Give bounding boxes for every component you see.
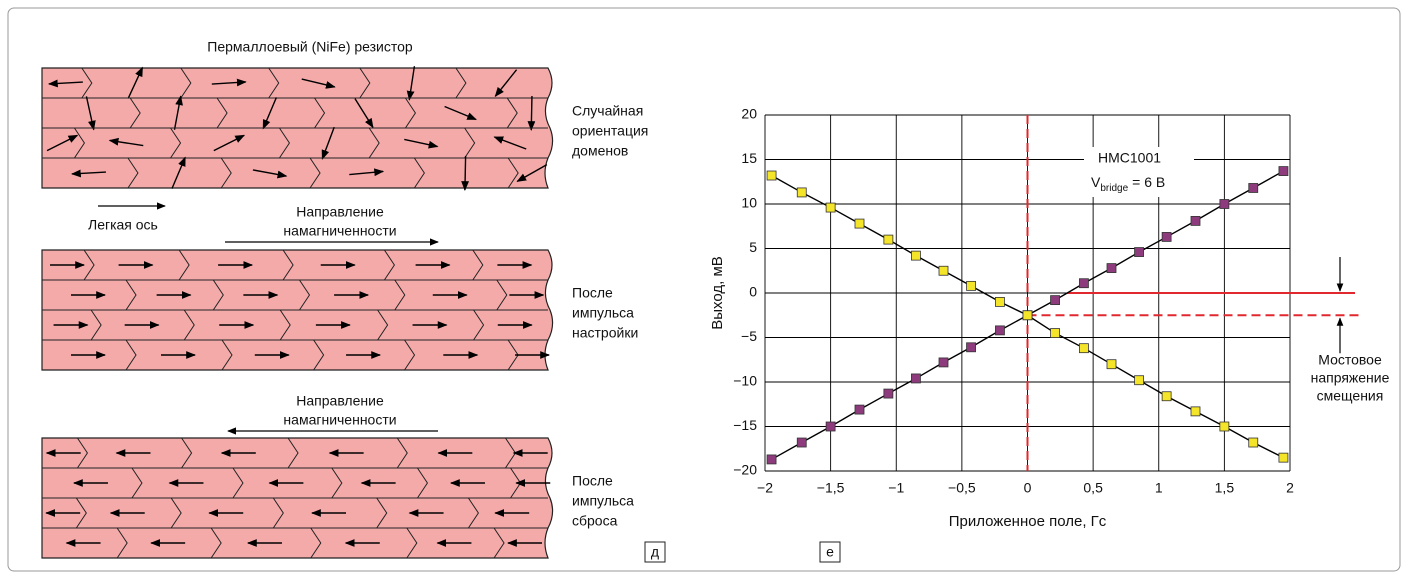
y-tick-label: 20 bbox=[741, 106, 757, 122]
x-tick-label: −1 bbox=[888, 480, 904, 496]
diagram-title: Пермаллоевый (NiFe) резистор bbox=[207, 39, 413, 55]
data-point bbox=[1051, 296, 1060, 305]
y-tick-label: 5 bbox=[749, 239, 757, 255]
data-point bbox=[939, 266, 948, 275]
strip-label: сброса bbox=[572, 513, 618, 529]
data-point bbox=[1191, 216, 1200, 225]
chart: −20 −15 −10 −5 0 5 10 15 20 −2 −1,5 −1 −0,5 0 0,5 1 1,5 2… bbox=[709, 106, 1390, 562]
y-axis-label: Выход, мВ bbox=[709, 256, 726, 330]
bridge-voltage-part: bridge bbox=[1100, 183, 1128, 194]
data-point bbox=[1051, 329, 1060, 338]
strip-label: ориентация bbox=[572, 123, 648, 139]
data-point bbox=[1279, 453, 1288, 462]
data-point bbox=[767, 171, 776, 180]
y-tick-label: −10 bbox=[733, 373, 757, 389]
data-point bbox=[967, 343, 976, 352]
magnetization-label: намагниченности bbox=[283, 223, 396, 239]
magnetization-label: намагниченности bbox=[283, 412, 396, 428]
y-tick-label: −20 bbox=[733, 462, 757, 478]
strip-label: импульса bbox=[572, 305, 634, 321]
x-tick-label: 0 bbox=[1024, 480, 1032, 496]
panel-label: д bbox=[651, 544, 659, 560]
data-point bbox=[911, 251, 920, 260]
data-point bbox=[1079, 344, 1088, 353]
strip-label: После bbox=[572, 473, 613, 489]
y-tick-label: 10 bbox=[741, 195, 757, 211]
data-point bbox=[797, 188, 806, 197]
domain-arrow bbox=[465, 156, 466, 190]
y-tick-label: 0 bbox=[749, 284, 757, 300]
offset-label: Мостовое bbox=[1318, 352, 1382, 368]
x-tick-label: −0,5 bbox=[948, 480, 976, 496]
data-point bbox=[1135, 248, 1144, 257]
data-point bbox=[995, 297, 1004, 306]
figure: Пермаллоевый (NiFe) резистор Случайная ори… bbox=[0, 0, 1408, 579]
panel-label: е bbox=[826, 544, 834, 560]
y-tick-label: 15 bbox=[741, 150, 757, 166]
data-point bbox=[1107, 360, 1116, 369]
data-point bbox=[911, 374, 920, 383]
data-point bbox=[1135, 376, 1144, 385]
strip-label: После bbox=[572, 285, 613, 301]
domain-diagram: Пермаллоевый (NiFe) резистор Случайная ори… bbox=[42, 39, 665, 562]
data-point bbox=[797, 438, 806, 447]
x-tick-label: 2 bbox=[1286, 480, 1294, 496]
data-point bbox=[855, 405, 864, 414]
device-label: HMC1001 bbox=[1098, 150, 1161, 166]
strip-label: импульса bbox=[572, 493, 634, 509]
x-tick-label: −2 bbox=[757, 480, 773, 496]
data-point bbox=[826, 422, 835, 431]
data-point bbox=[884, 235, 893, 244]
data-point bbox=[1220, 200, 1229, 209]
data-point bbox=[1220, 422, 1229, 431]
data-point bbox=[967, 281, 976, 290]
data-point bbox=[884, 389, 893, 398]
data-point bbox=[1249, 438, 1258, 447]
data-point bbox=[1162, 392, 1171, 401]
data-point bbox=[1107, 264, 1116, 273]
data-point bbox=[855, 219, 864, 228]
strip-label: настройки bbox=[572, 325, 638, 341]
strip-label: Случайная bbox=[572, 103, 643, 119]
x-axis-label: Приложенное поле, Гс bbox=[949, 513, 1107, 530]
data-point bbox=[1162, 232, 1171, 241]
data-point bbox=[826, 203, 835, 212]
y-tick-label: −5 bbox=[741, 328, 757, 344]
domain-arrow bbox=[531, 96, 532, 130]
x-tick-label: 1,5 bbox=[1215, 480, 1235, 496]
data-point bbox=[767, 455, 776, 464]
y-tick-label: −15 bbox=[733, 417, 757, 433]
x-tick-label: 1 bbox=[1155, 480, 1163, 496]
data-point bbox=[995, 326, 1004, 335]
offset-label: смещения bbox=[1317, 388, 1384, 404]
magnetization-label: Направление bbox=[296, 204, 384, 220]
data-point bbox=[939, 358, 948, 367]
offset-label: напряжение bbox=[1311, 370, 1390, 386]
x-tick-label: −1,5 bbox=[817, 480, 845, 496]
data-point bbox=[1279, 167, 1288, 176]
page: Пермаллоевый (NiFe) резистор Случайная ори… bbox=[0, 0, 1408, 584]
x-tick-label: 0,5 bbox=[1083, 480, 1103, 496]
data-point bbox=[1249, 183, 1258, 192]
data-point bbox=[1191, 407, 1200, 416]
data-point bbox=[1079, 279, 1088, 288]
magnetization-label: Направление bbox=[296, 393, 384, 409]
easy-axis-label: Легкая ось bbox=[88, 217, 158, 233]
data-point bbox=[1023, 311, 1032, 320]
bridge-voltage-part: = 6 В bbox=[1132, 174, 1165, 190]
strip-label: доменов bbox=[572, 143, 628, 159]
